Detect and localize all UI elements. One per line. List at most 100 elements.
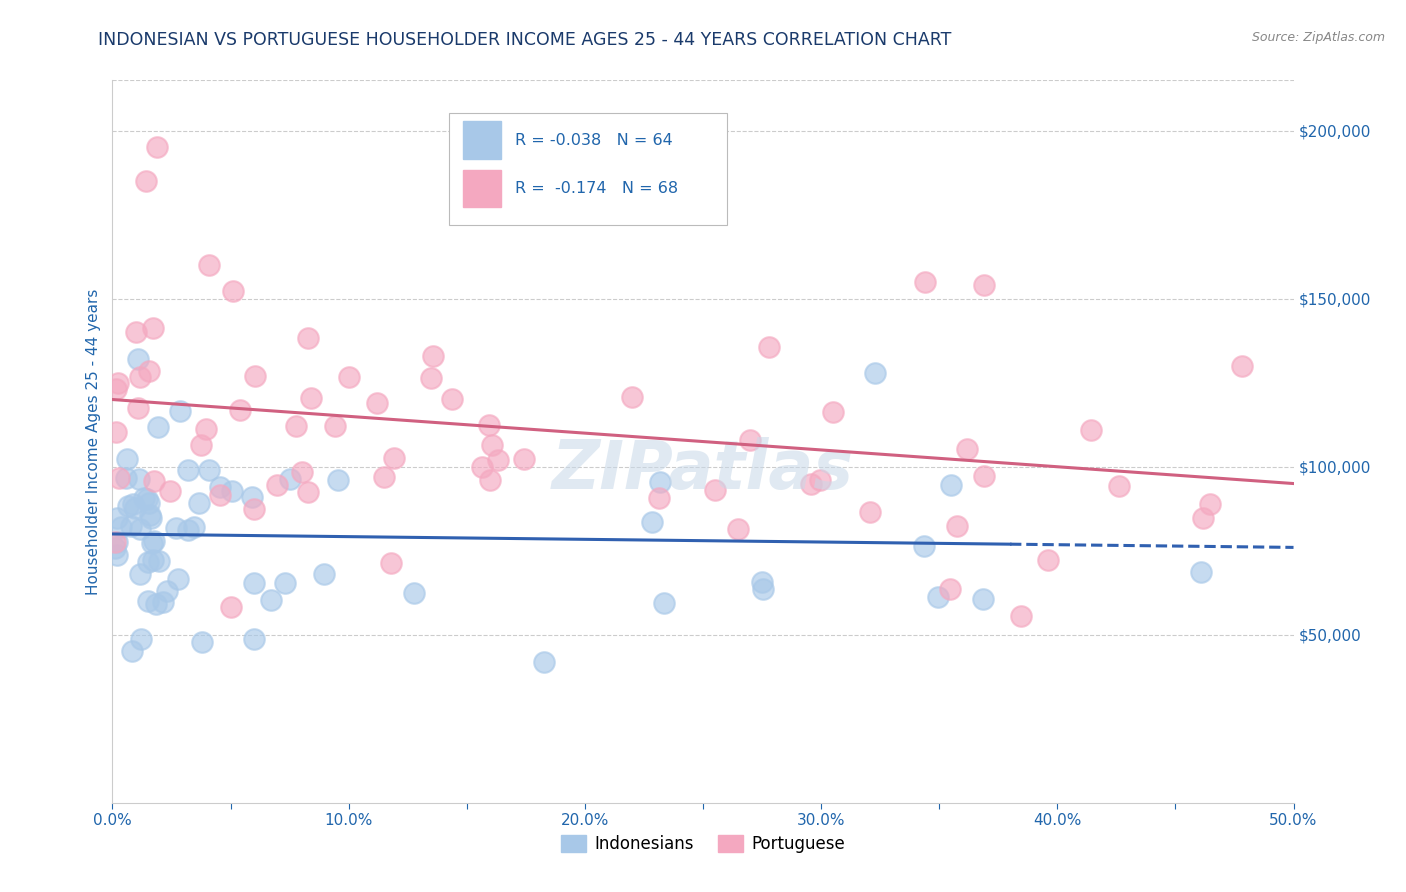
Point [1189, 565, 1212, 579]
Y-axis label: Householder Income Ages 25 - 44 years: Householder Income Ages 25 - 44 years [86, 288, 101, 595]
Point [648, 475, 671, 490]
FancyBboxPatch shape [449, 112, 727, 225]
Point [973, 468, 995, 483]
Point [148, 553, 170, 567]
Point [479, 473, 502, 487]
Point [420, 371, 443, 385]
Point [219, 599, 242, 614]
Point [128, 472, 150, 486]
Point [105, 511, 128, 525]
Point [1230, 359, 1253, 373]
Point [142, 321, 165, 335]
Point [299, 392, 322, 406]
Point [808, 473, 831, 487]
Point [117, 500, 139, 514]
Point [195, 422, 218, 436]
Point [704, 483, 727, 498]
Point [752, 582, 775, 597]
Point [478, 418, 501, 433]
Point [104, 382, 127, 396]
Point [533, 655, 555, 669]
Point [127, 352, 149, 367]
Point [183, 519, 205, 533]
FancyBboxPatch shape [463, 169, 501, 208]
Text: Source: ZipAtlas.com: Source: ZipAtlas.com [1251, 31, 1385, 45]
Point [115, 452, 138, 467]
Point [104, 535, 127, 549]
Text: ZIPatlas: ZIPatlas [553, 437, 853, 503]
FancyBboxPatch shape [463, 121, 501, 159]
Point [859, 505, 882, 519]
Point [914, 275, 936, 289]
Point [145, 597, 167, 611]
Point [291, 465, 314, 479]
Point [108, 470, 131, 484]
Point [648, 491, 671, 505]
Point [821, 405, 844, 419]
Point [129, 632, 152, 646]
Point [800, 476, 823, 491]
Point [177, 463, 200, 477]
Point [402, 586, 425, 600]
Point [165, 521, 187, 535]
Point [973, 277, 995, 292]
Point [366, 396, 388, 410]
Point [243, 368, 266, 383]
Point [121, 497, 143, 511]
Point [197, 463, 219, 477]
Point [139, 510, 162, 524]
Point [129, 522, 152, 536]
Point [562, 174, 585, 188]
Point [105, 535, 128, 549]
Point [128, 567, 150, 582]
Point [191, 635, 214, 649]
Text: R =  -0.174   N = 68: R = -0.174 N = 68 [515, 181, 678, 196]
Point [727, 522, 749, 536]
Point [1080, 423, 1102, 437]
Point [758, 340, 780, 354]
Point [751, 574, 773, 589]
Point [1191, 511, 1213, 525]
Point [512, 452, 534, 467]
Point [481, 438, 503, 452]
Point [422, 349, 444, 363]
Point [278, 472, 301, 486]
Point [240, 490, 263, 504]
Point [187, 496, 209, 510]
Point [441, 392, 464, 406]
Point [939, 478, 962, 492]
Point [955, 442, 977, 456]
Point [373, 470, 395, 484]
Point [285, 418, 308, 433]
Point [152, 595, 174, 609]
Point [120, 519, 142, 533]
Point [297, 485, 319, 500]
Point [326, 473, 349, 487]
Point [138, 508, 160, 522]
Point [641, 515, 664, 529]
Point [222, 284, 245, 298]
Point [104, 541, 127, 556]
Point [176, 523, 198, 537]
Point [124, 500, 146, 515]
Point [166, 572, 188, 586]
Point [486, 453, 509, 467]
Point [209, 488, 232, 502]
Point [1036, 553, 1059, 567]
Point [135, 174, 157, 188]
Point [138, 496, 160, 510]
Point [169, 404, 191, 418]
Point [121, 643, 143, 657]
Point [143, 474, 166, 488]
Point [1010, 608, 1032, 623]
Point [297, 331, 319, 345]
Point [107, 376, 129, 391]
Point [259, 593, 281, 607]
Point [945, 518, 967, 533]
Point [939, 582, 962, 597]
Point [912, 539, 935, 553]
Point [863, 366, 886, 380]
Point [198, 258, 221, 272]
Point [105, 548, 128, 562]
Point [129, 370, 152, 384]
